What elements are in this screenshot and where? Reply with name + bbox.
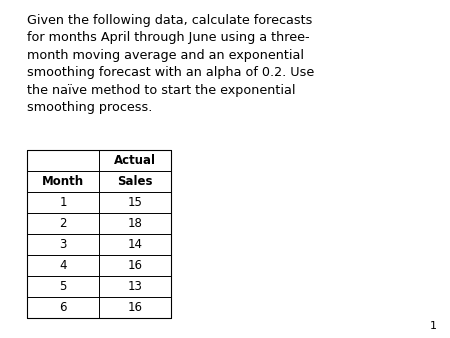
Bar	[27, 150, 171, 318]
Text: Given the following data, calculate forecasts
for months April through June usin: Given the following data, calculate fore…	[27, 14, 314, 114]
Text: 1: 1	[59, 196, 67, 209]
Text: 3: 3	[59, 238, 67, 251]
Text: 15: 15	[127, 196, 143, 209]
Text: 6: 6	[59, 301, 67, 314]
Text: 16: 16	[127, 259, 143, 272]
Text: 4: 4	[59, 259, 67, 272]
Text: 16: 16	[127, 301, 143, 314]
Text: 5: 5	[59, 280, 67, 293]
Text: 18: 18	[127, 217, 143, 230]
Text: Actual: Actual	[114, 154, 156, 167]
Text: 13: 13	[127, 280, 143, 293]
Text: Sales: Sales	[117, 175, 153, 188]
Text: 14: 14	[127, 238, 143, 251]
Text: 1: 1	[429, 321, 436, 331]
Text: Month: Month	[42, 175, 84, 188]
Text: 2: 2	[59, 217, 67, 230]
